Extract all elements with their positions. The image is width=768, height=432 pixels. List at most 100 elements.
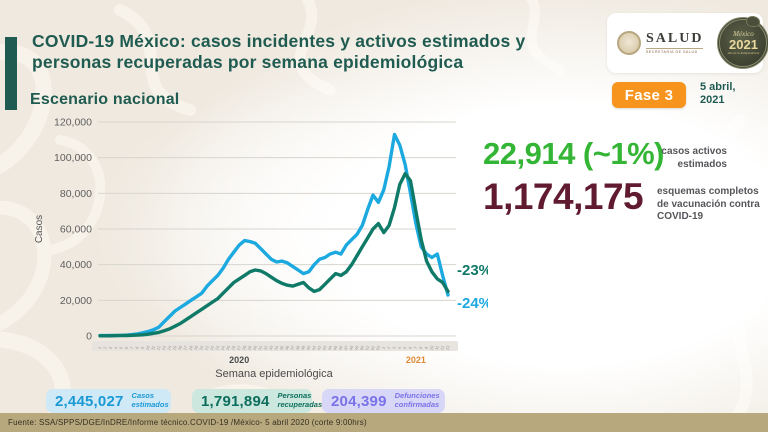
svg-text:80,000: 80,000 (60, 188, 92, 200)
svg-text:25: 25 (225, 344, 231, 351)
svg-text:9: 9 (140, 345, 146, 350)
svg-text:12: 12 (439, 344, 445, 351)
svg-text:45: 45 (332, 344, 338, 351)
svg-text:40: 40 (305, 344, 311, 351)
recovered-value: 1,791,894 (201, 392, 270, 410)
svg-text:7: 7 (413, 345, 419, 350)
mexico-label: México (733, 29, 754, 38)
active-cases-value: 22,914 (~1%) (483, 136, 664, 171)
svg-text:-23%: -23% (457, 262, 488, 279)
svg-text:3: 3 (391, 345, 397, 350)
svg-text:9: 9 (423, 345, 429, 350)
svg-text:44: 44 (327, 344, 333, 351)
report-date: 5 abril, 2021 (700, 81, 736, 107)
svg-text:39: 39 (300, 344, 306, 351)
svg-text:10: 10 (145, 344, 151, 351)
svg-text:50: 50 (359, 344, 365, 351)
svg-text:15: 15 (171, 344, 177, 351)
svg-text:3: 3 (108, 345, 114, 350)
svg-text:18: 18 (187, 344, 193, 351)
deaths-value: 204,399 (331, 392, 387, 410)
svg-text:60,000: 60,000 (60, 224, 92, 236)
svg-text:12: 12 (155, 344, 161, 351)
svg-text:41: 41 (311, 344, 317, 351)
svg-text:Semana epidemiológica: Semana epidemiológica (215, 368, 333, 380)
svg-text:2020: 2020 (229, 355, 249, 365)
svg-text:22: 22 (209, 344, 215, 351)
svg-text:5: 5 (402, 345, 408, 350)
svg-text:29: 29 (246, 344, 252, 351)
svg-text:53: 53 (375, 344, 381, 351)
svg-text:20,000: 20,000 (60, 295, 92, 307)
page-title: COVID-19 México: casos incidentes y acti… (32, 31, 526, 72)
svg-text:10: 10 (428, 344, 434, 351)
mexico-motto: Año de la Independencia (727, 50, 760, 55)
svg-text:-24%: -24% (457, 295, 488, 312)
svg-text:120,000: 120,000 (54, 117, 92, 129)
svg-text:2: 2 (102, 345, 108, 350)
svg-text:0: 0 (86, 331, 92, 343)
svg-text:4: 4 (113, 345, 119, 350)
svg-text:8: 8 (418, 345, 424, 350)
svg-text:4: 4 (397, 345, 403, 350)
svg-text:5: 5 (118, 345, 124, 350)
svg-text:48: 48 (348, 344, 354, 351)
recovered-label: Personas recuperadas (277, 391, 323, 409)
mexico-2021-emblem: México 2021 Año de la Independencia (717, 16, 768, 69)
svg-text:Casos: Casos (34, 215, 45, 243)
svg-text:28: 28 (241, 344, 247, 351)
estimated-cases-label: Casos estimados (131, 391, 169, 409)
svg-text:46: 46 (337, 344, 343, 351)
vaccination-value: 1,174,175 (483, 176, 644, 217)
salud-logo: SALUD SECRETARÍA DE SALUD (617, 31, 704, 55)
svg-text:40,000: 40,000 (60, 259, 92, 271)
summary-stat-box: 204,399 Defunciones confirmadas (322, 389, 445, 413)
epidemic-weeks-chart: 0 20,000 40,000 60,000 80,000 100,000 120,000 C… (34, 117, 492, 381)
salud-wordmark: SALUD (646, 31, 704, 46)
svg-text:27: 27 (236, 344, 242, 351)
summary-stat-box: 1,791,894 Personas recuperadas (192, 389, 322, 413)
svg-text:14: 14 (166, 344, 172, 351)
svg-text:43: 43 (321, 344, 327, 351)
vaccination-label: esquemas completos de vacunación contra … (657, 186, 760, 222)
svg-text:1: 1 (381, 345, 387, 350)
svg-text:30: 30 (252, 344, 258, 351)
summary-stat-box: 2,445,027 Casos estimados (46, 389, 171, 413)
svg-text:11: 11 (434, 344, 440, 350)
salud-eagle-icon (617, 31, 641, 55)
svg-text:37: 37 (289, 344, 295, 351)
title-accent-bar (5, 37, 17, 110)
svg-text:13: 13 (444, 344, 450, 351)
svg-text:32: 32 (262, 344, 268, 351)
svg-text:7: 7 (129, 345, 135, 350)
svg-text:2: 2 (386, 345, 392, 350)
svg-text:19: 19 (193, 344, 199, 351)
serpent-head-icon (746, 16, 761, 27)
svg-text:26: 26 (230, 344, 236, 351)
svg-text:17: 17 (182, 344, 188, 351)
svg-text:31: 31 (257, 344, 263, 351)
source-footer: Fuente: SSA/SPPS/DGE/InDRE/Informe técni… (0, 413, 768, 432)
svg-text:38: 38 (295, 344, 301, 351)
phase-badge: Fase 3 (612, 82, 686, 108)
svg-text:23: 23 (214, 344, 220, 351)
svg-text:49: 49 (353, 344, 359, 351)
logo-card: SALUD SECRETARÍA DE SALUD México 2021 Añ… (607, 13, 768, 73)
svg-text:52: 52 (369, 344, 375, 351)
source-text: Fuente: SSA/SPPS/DGE/InDRE/Informe técni… (8, 418, 367, 427)
svg-text:33: 33 (268, 344, 274, 351)
salud-caption: SECRETARÍA DE SALUD (646, 48, 704, 54)
svg-text:20: 20 (198, 344, 204, 351)
chart-title: Escenario nacional (30, 91, 180, 108)
estimated-cases-value: 2,445,027 (55, 392, 124, 410)
svg-text:100,000: 100,000 (54, 152, 92, 164)
svg-text:16: 16 (177, 344, 183, 351)
svg-text:2021: 2021 (406, 355, 426, 365)
svg-text:34: 34 (273, 344, 279, 351)
svg-text:36: 36 (284, 344, 290, 351)
svg-text:21: 21 (203, 344, 209, 351)
svg-text:6: 6 (124, 345, 130, 350)
svg-text:13: 13 (161, 344, 167, 351)
svg-text:51: 51 (364, 344, 370, 351)
